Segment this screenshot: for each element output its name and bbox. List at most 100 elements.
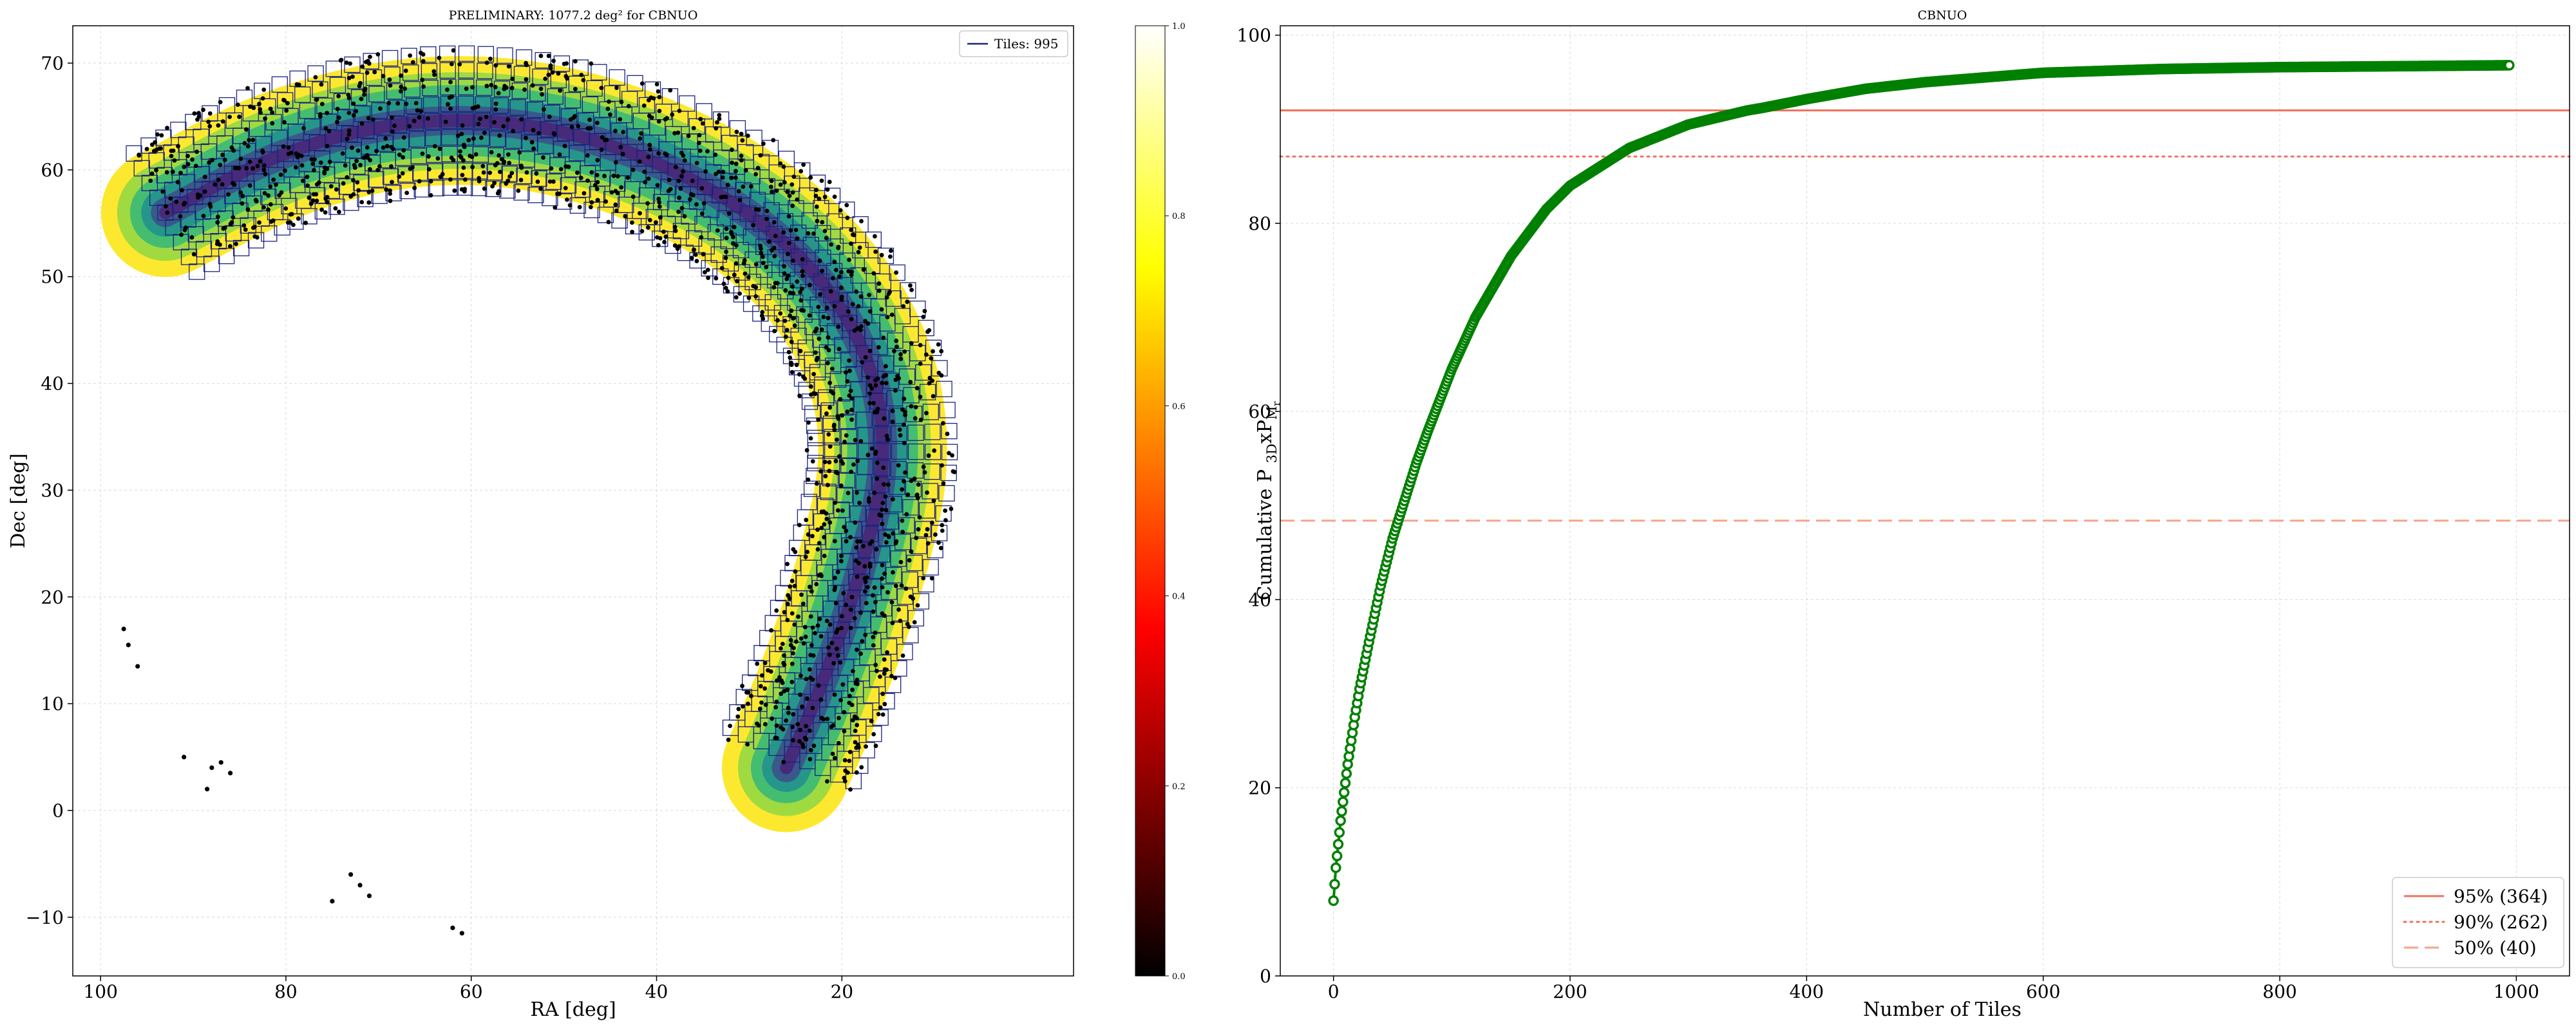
galaxy-point xyxy=(701,252,706,257)
galaxy-point xyxy=(345,136,350,142)
galaxy-point xyxy=(334,187,339,192)
galaxy-point xyxy=(899,583,904,588)
galaxy-point xyxy=(661,229,666,234)
galaxy-point xyxy=(825,360,830,366)
galaxy-point xyxy=(717,113,722,118)
galaxy-point xyxy=(741,184,746,189)
galaxy-point xyxy=(381,73,386,79)
galaxy-point xyxy=(213,182,218,187)
galaxy-point xyxy=(815,355,820,360)
galaxy-point xyxy=(771,138,776,143)
galaxy-point xyxy=(234,241,238,247)
tile xyxy=(301,208,317,225)
tile xyxy=(722,719,739,736)
galaxy-point xyxy=(793,569,798,574)
galaxy-point xyxy=(359,97,364,102)
galaxy-point xyxy=(848,626,853,630)
galaxy-point xyxy=(656,119,661,124)
galaxy-point xyxy=(927,380,932,386)
galaxy-point xyxy=(786,273,791,278)
galaxy-point xyxy=(875,476,880,481)
galaxy-point xyxy=(788,642,793,648)
galaxy-point xyxy=(509,86,515,91)
galaxy-point xyxy=(735,714,741,719)
galaxy-point xyxy=(450,925,455,930)
galaxy-point xyxy=(524,77,529,82)
galaxy-point xyxy=(699,186,705,191)
galaxy-point xyxy=(757,706,762,711)
tile xyxy=(938,485,955,502)
tile xyxy=(813,200,829,217)
galaxy-point xyxy=(676,209,681,214)
cumulative-marker xyxy=(1336,806,1347,817)
cumulative-legend-label: 95% (364) xyxy=(2454,886,2548,907)
galaxy-point xyxy=(772,254,777,259)
galaxy-point xyxy=(358,163,363,167)
tile xyxy=(368,86,385,102)
sky-map-y-tick-label: 60 xyxy=(41,160,64,181)
galaxy-point xyxy=(651,96,656,101)
tile xyxy=(440,79,457,96)
galaxy-point xyxy=(497,133,502,138)
galaxy-point xyxy=(855,490,859,495)
galaxy-point xyxy=(743,271,748,276)
galaxy-point xyxy=(565,76,570,81)
galaxy-point xyxy=(325,144,330,149)
galaxy-point xyxy=(242,223,247,228)
tile xyxy=(381,50,399,67)
galaxy-point xyxy=(845,409,850,414)
galaxy-point xyxy=(551,179,556,184)
galaxy-point xyxy=(849,702,855,707)
galaxy-point xyxy=(832,194,837,200)
tile xyxy=(625,218,642,235)
galaxy-point xyxy=(263,116,268,121)
galaxy-point xyxy=(824,236,829,241)
galaxy-point xyxy=(850,302,855,307)
galaxy-point xyxy=(672,131,677,136)
galaxy-point xyxy=(832,692,837,697)
tile xyxy=(924,444,942,460)
sky-map-y-tick-label: 0 xyxy=(52,800,64,821)
galaxy-point xyxy=(855,677,860,682)
galaxy-point xyxy=(207,201,213,207)
galaxy-point xyxy=(282,120,287,125)
galaxy-point xyxy=(887,254,893,259)
galaxy-point xyxy=(820,268,824,274)
galaxy-point xyxy=(541,107,546,112)
galaxy-point xyxy=(340,151,345,156)
galaxy-point xyxy=(482,130,487,135)
galaxy-point xyxy=(884,667,889,672)
galaxy-point xyxy=(940,523,945,528)
galaxy-point xyxy=(206,119,211,124)
galaxy-point xyxy=(839,554,844,559)
galaxy-point xyxy=(222,158,227,162)
galaxy-point xyxy=(266,193,271,198)
galaxy-point xyxy=(836,416,841,421)
galaxy-point xyxy=(244,127,249,132)
galaxy-point xyxy=(779,725,784,730)
tile xyxy=(844,590,860,606)
galaxy-point xyxy=(838,698,843,703)
galaxy-point xyxy=(725,289,730,294)
galaxy-point xyxy=(858,324,864,329)
galaxy-point xyxy=(743,168,748,173)
galaxy-point xyxy=(395,101,401,106)
galaxy-point xyxy=(772,220,777,225)
tile xyxy=(820,402,837,419)
galaxy-point xyxy=(412,185,417,191)
galaxy-point xyxy=(244,165,249,171)
galaxy-point xyxy=(804,696,810,701)
galaxy-point xyxy=(397,152,402,157)
galaxy-point xyxy=(703,270,707,275)
galaxy-point xyxy=(645,225,650,230)
galaxy-point xyxy=(729,175,734,180)
galaxy-point xyxy=(412,118,417,124)
galaxy-point xyxy=(169,153,174,158)
tile xyxy=(873,409,889,426)
galaxy-point xyxy=(875,409,880,415)
galaxy-point xyxy=(824,779,829,784)
galaxy-point xyxy=(854,545,859,550)
sky-map-y-tick-label: 30 xyxy=(41,480,64,501)
galaxy-point xyxy=(809,589,814,594)
galaxy-point xyxy=(859,765,864,770)
